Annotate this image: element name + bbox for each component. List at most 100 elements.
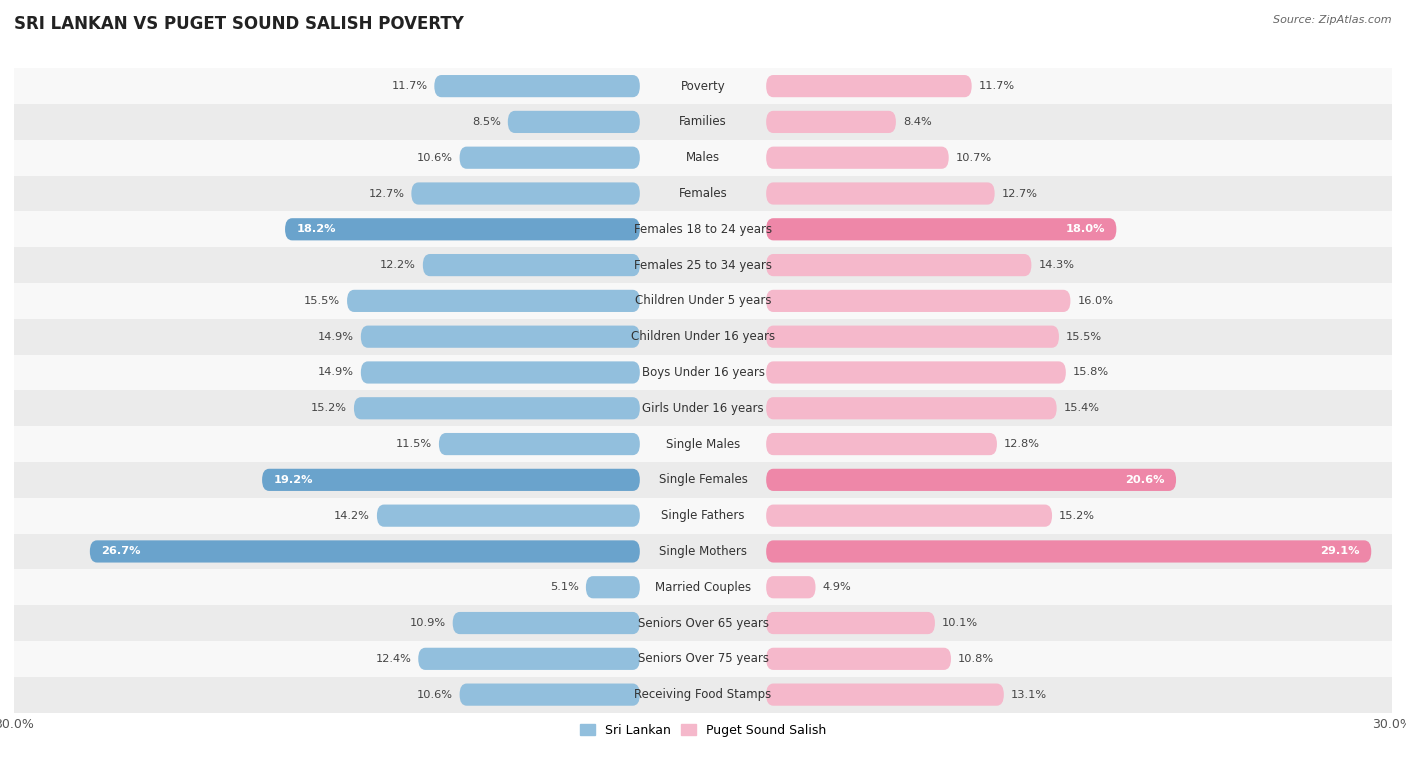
Bar [14,355,1392,390]
Text: Poverty: Poverty [681,80,725,92]
FancyBboxPatch shape [766,397,1057,419]
Text: Source: ZipAtlas.com: Source: ZipAtlas.com [1274,15,1392,25]
FancyBboxPatch shape [508,111,640,133]
Text: 14.3%: 14.3% [1038,260,1074,270]
Bar [14,677,1392,713]
FancyBboxPatch shape [766,505,1052,527]
FancyBboxPatch shape [439,433,640,455]
Text: 14.2%: 14.2% [335,511,370,521]
FancyBboxPatch shape [766,290,1070,312]
Text: 12.2%: 12.2% [380,260,416,270]
Bar [14,390,1392,426]
Text: 4.9%: 4.9% [823,582,851,592]
FancyBboxPatch shape [766,648,950,670]
FancyBboxPatch shape [766,254,1032,276]
FancyBboxPatch shape [460,146,640,169]
FancyBboxPatch shape [285,218,640,240]
FancyBboxPatch shape [586,576,640,598]
Text: 15.5%: 15.5% [1066,332,1102,342]
Text: 26.7%: 26.7% [101,547,141,556]
FancyBboxPatch shape [766,468,1175,491]
Text: Children Under 5 years: Children Under 5 years [634,294,772,308]
Text: 15.4%: 15.4% [1063,403,1099,413]
Text: 8.5%: 8.5% [472,117,501,127]
FancyBboxPatch shape [766,183,994,205]
FancyBboxPatch shape [423,254,640,276]
FancyBboxPatch shape [361,362,640,384]
Bar [14,498,1392,534]
Text: Receiving Food Stamps: Receiving Food Stamps [634,688,772,701]
Bar [14,569,1392,605]
FancyBboxPatch shape [766,612,935,634]
FancyBboxPatch shape [347,290,640,312]
FancyBboxPatch shape [766,362,1066,384]
Text: 10.1%: 10.1% [942,618,979,628]
Text: 11.7%: 11.7% [979,81,1015,91]
Text: 15.8%: 15.8% [1073,368,1109,377]
FancyBboxPatch shape [418,648,640,670]
Text: Children Under 16 years: Children Under 16 years [631,330,775,343]
FancyBboxPatch shape [766,146,949,169]
Text: 10.6%: 10.6% [416,152,453,163]
Text: SRI LANKAN VS PUGET SOUND SALISH POVERTY: SRI LANKAN VS PUGET SOUND SALISH POVERTY [14,15,464,33]
Text: Single Females: Single Females [658,473,748,487]
FancyBboxPatch shape [766,111,896,133]
Text: Single Males: Single Males [666,437,740,450]
Text: Seniors Over 65 years: Seniors Over 65 years [637,616,769,630]
Text: 14.9%: 14.9% [318,368,354,377]
Text: 14.9%: 14.9% [318,332,354,342]
Text: Seniors Over 75 years: Seniors Over 75 years [637,653,769,666]
FancyBboxPatch shape [460,684,640,706]
Bar [14,319,1392,355]
Text: 15.2%: 15.2% [1059,511,1095,521]
FancyBboxPatch shape [434,75,640,97]
Bar [14,641,1392,677]
Text: 20.6%: 20.6% [1125,475,1164,485]
Text: Girls Under 16 years: Girls Under 16 years [643,402,763,415]
Bar [14,247,1392,283]
FancyBboxPatch shape [766,684,1004,706]
Bar [14,426,1392,462]
Text: 12.7%: 12.7% [368,189,405,199]
FancyBboxPatch shape [377,505,640,527]
Text: Boys Under 16 years: Boys Under 16 years [641,366,765,379]
Text: 18.0%: 18.0% [1066,224,1105,234]
Text: 10.8%: 10.8% [957,654,994,664]
Text: 11.5%: 11.5% [396,439,432,449]
Text: Females 18 to 24 years: Females 18 to 24 years [634,223,772,236]
FancyBboxPatch shape [262,468,640,491]
Text: 10.6%: 10.6% [416,690,453,700]
Text: 19.2%: 19.2% [274,475,314,485]
Bar [14,605,1392,641]
FancyBboxPatch shape [766,433,997,455]
FancyBboxPatch shape [90,540,640,562]
Text: Females: Females [679,187,727,200]
Text: Females 25 to 34 years: Females 25 to 34 years [634,258,772,271]
Text: 18.2%: 18.2% [297,224,336,234]
FancyBboxPatch shape [412,183,640,205]
Text: 15.5%: 15.5% [304,296,340,306]
FancyBboxPatch shape [453,612,640,634]
Text: 12.7%: 12.7% [1001,189,1038,199]
Text: 5.1%: 5.1% [550,582,579,592]
Text: 13.1%: 13.1% [1011,690,1047,700]
Legend: Sri Lankan, Puget Sound Salish: Sri Lankan, Puget Sound Salish [575,719,831,742]
Text: 8.4%: 8.4% [903,117,932,127]
Bar [14,462,1392,498]
Text: 15.2%: 15.2% [311,403,347,413]
Text: Single Mothers: Single Mothers [659,545,747,558]
Text: 29.1%: 29.1% [1320,547,1360,556]
FancyBboxPatch shape [766,576,815,598]
Text: 16.0%: 16.0% [1077,296,1114,306]
Bar [14,283,1392,319]
Bar [14,534,1392,569]
Bar [14,68,1392,104]
Bar [14,104,1392,139]
Text: 11.7%: 11.7% [391,81,427,91]
Text: Single Fathers: Single Fathers [661,509,745,522]
Text: Families: Families [679,115,727,128]
Text: 10.7%: 10.7% [956,152,991,163]
FancyBboxPatch shape [766,75,972,97]
Text: 10.9%: 10.9% [409,618,446,628]
FancyBboxPatch shape [766,540,1371,562]
